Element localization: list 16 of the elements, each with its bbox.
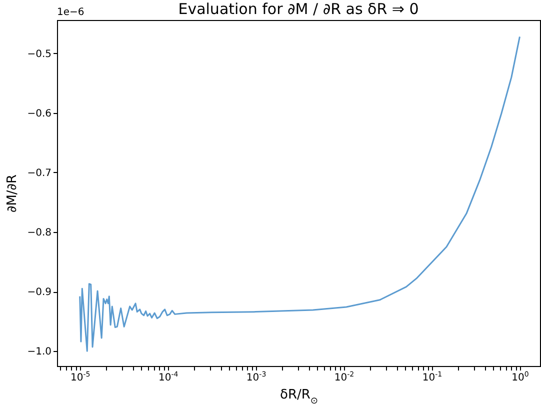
x-axis-title: δR/R$_{⊙}$ [280,388,318,406]
y-axis-title: ∂M/∂R [5,174,20,213]
y-tick-label: −0.6 [27,108,52,120]
y-tick-label: −0.9 [27,287,52,298]
x-tick-label: 10$^{0}$ [512,370,529,384]
y-tick-label: −0.8 [27,228,52,239]
x-tick-label: 10$^{-1}$ [422,370,442,384]
x-tick-label: 10$^{-2}$ [334,370,354,384]
chart-title: Evaluation for ∂M / ∂R as δR ⇒ 0 [178,0,419,18]
text: 1e−6 [57,7,84,18]
x-tick-label: 10$^{-4}$ [158,370,179,384]
y-tick-label: −1.0 [27,346,52,358]
y-tick-label: −0.7 [27,168,52,179]
x-tick-label: 10$^{-3}$ [246,370,266,384]
y-tick-label: −0.5 [27,48,52,60]
x-tick-label: 10$^{-5}$ [70,370,90,384]
